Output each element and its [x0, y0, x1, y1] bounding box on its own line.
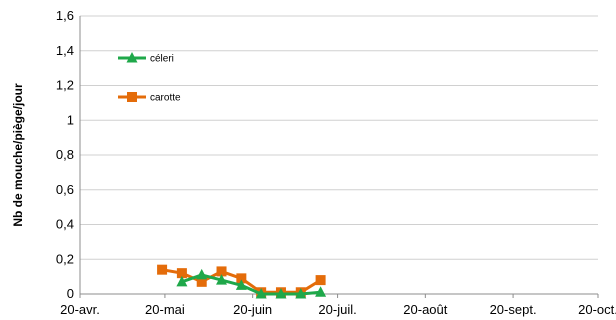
y-tick-label: 0,2	[56, 251, 74, 266]
x-tick-label: 20-juil.	[318, 302, 356, 317]
y-tick-label: 0,8	[56, 147, 74, 162]
data-point-carotte	[196, 276, 207, 287]
y-tick-label: 1	[67, 112, 74, 127]
legend-label-carotte: carotte	[150, 93, 181, 104]
data-point-carotte	[236, 273, 247, 284]
y-tick-label: 0,6	[56, 182, 74, 197]
data-point-carotte	[216, 266, 227, 277]
y-tick-label: 1,6	[56, 8, 74, 23]
data-point-celeri	[315, 286, 327, 297]
y-tick-label: 0,4	[56, 217, 74, 232]
data-point-celeri	[196, 268, 208, 280]
x-tick-label: 20-sept.	[490, 302, 537, 317]
data-point-celeri	[176, 275, 188, 287]
data-point-celeri	[275, 288, 287, 299]
y-tick-label: 1,4	[56, 43, 74, 58]
y-tick-label: 1,2	[56, 78, 74, 93]
data-point-carotte	[176, 268, 187, 279]
x-tick-label: 20-août	[403, 302, 447, 317]
x-tick-label: 20-mai	[145, 302, 185, 317]
legend-marker-celeri	[126, 52, 138, 63]
data-point-carotte	[315, 275, 326, 286]
legend-label-celeri: céleri	[150, 54, 174, 65]
x-tick-label: 20-juin	[233, 302, 272, 317]
x-tick-label: 20-avr.	[60, 302, 100, 317]
data-point-celeri	[295, 288, 307, 299]
x-tick-label: 20-oct.	[578, 302, 616, 317]
legend-marker-carotte	[127, 92, 137, 102]
data-point-celeri	[216, 274, 228, 285]
data-point-carotte	[157, 264, 168, 275]
y-axis-title: Nb de mouche/piège/jour	[11, 83, 25, 227]
data-point-celeri	[235, 279, 247, 290]
y-tick-label: 0	[67, 286, 74, 301]
data-point-celeri	[255, 288, 267, 299]
